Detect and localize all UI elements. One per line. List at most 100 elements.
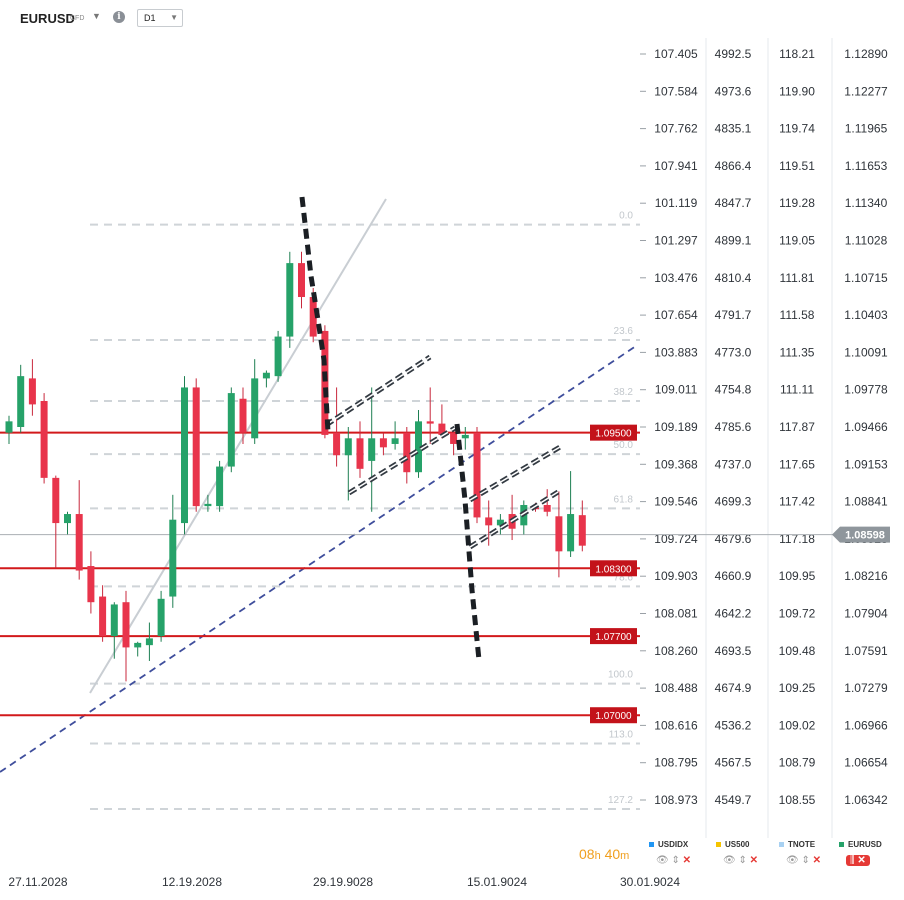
scale-tick-tnote: 119.90 <box>779 84 815 98</box>
candle-body-bull <box>169 519 177 597</box>
sort-icon[interactable]: ⇕ <box>801 855 810 866</box>
horizontal-levels <box>0 431 836 717</box>
legend-usdidx[interactable]: USDIDX 👁 ⇕ ✕ <box>648 838 710 874</box>
scale-tick-usdidx: 107.584 <box>654 84 698 98</box>
scale-tick-tnote: 111.81 <box>780 271 815 285</box>
info-icon[interactable]: i <box>113 11 125 23</box>
scale-tick-tnote: 109.95 <box>779 569 816 583</box>
scale-tick-eurusd: 1.10715 <box>844 271 888 285</box>
x-tick-label: 29.19.9028 <box>313 875 373 889</box>
sort-icon[interactable]: ⇕ <box>738 855 747 866</box>
scale-tick-tnote: 111.35 <box>780 345 815 359</box>
chart-toolbar: EURUSD CFD ▼ i D1 ▼ <box>0 0 640 38</box>
scale-tick-eurusd: 1.11028 <box>845 234 888 248</box>
close-icon[interactable]: ✕ <box>682 855 692 866</box>
x-tick-label: 15.01.9024 <box>467 875 527 889</box>
legend-tnote-controls[interactable]: 👁 ⇕ ✕ <box>786 855 821 866</box>
legend-tnote[interactable]: TNOTE 👁 ⇕ ✕ <box>778 838 840 874</box>
candle-body-bear <box>75 514 83 571</box>
scale-tick-us500: 4847.7 <box>715 196 752 210</box>
legend-eurusd-controls[interactable]: ⫼ ✕ <box>846 855 870 866</box>
impulse-line-2 <box>454 423 482 661</box>
right-price-scale: 107.405 107.584 107.762 107.941 101.119 101.2… <box>640 38 888 838</box>
symbol-dropdown-icon[interactable]: ▼ <box>92 11 101 21</box>
sort-icon[interactable]: ⇕ <box>671 855 680 866</box>
eye-icon[interactable]: 👁 <box>723 855 736 866</box>
candle-body-bear <box>333 432 341 456</box>
countdown-minutes-unit: m <box>620 850 630 862</box>
current-price-label: 1.08598 <box>845 530 885 542</box>
us500-color-swatch <box>716 842 721 847</box>
bar-countdown: 08h 40m <box>579 846 629 862</box>
flag2-upper-line-inner <box>469 446 561 501</box>
candle-body-bear <box>87 566 95 603</box>
candle-body-bear <box>122 602 130 648</box>
fib-level-label: 50.0 <box>614 440 634 451</box>
candle-body-bull <box>17 376 25 427</box>
countdown-hours: 08 <box>579 846 595 862</box>
scale-tick-usdidx: 109.903 <box>654 569 698 583</box>
scale-tick-usdidx: 103.883 <box>654 345 698 359</box>
scale-tick-us500: 4660.9 <box>715 569 752 583</box>
scale-tick-us500: 4773.0 <box>715 345 752 359</box>
candle-body-bull <box>145 638 153 646</box>
scale-tick-us500: 4992.5 <box>715 47 752 61</box>
candle-body-bear <box>438 423 446 435</box>
indicator-legend: USDIDX 👁 ⇕ ✕ US500 👁 ⇕ ✕ TNOTE 👁 ⇕ ✕ EUR… <box>640 838 904 878</box>
candle-body-bull <box>251 378 259 439</box>
tnote-color-swatch <box>779 842 784 847</box>
scale-tick-eurusd: 1.06654 <box>844 756 888 770</box>
legend-us500-controls[interactable]: 👁 ⇕ ✕ <box>723 855 758 866</box>
legend-us500[interactable]: US500 👁 ⇕ ✕ <box>715 838 777 874</box>
close-icon[interactable]: ✕ <box>812 855 822 866</box>
scale-tick-eurusd: 1.08216 <box>844 569 888 583</box>
candle-body-bear <box>578 515 586 546</box>
close-icon[interactable]: ✕ <box>749 855 759 866</box>
symbol-name[interactable]: EURUSD <box>20 11 75 26</box>
dashed-trendline <box>0 345 637 773</box>
timeframe-select[interactable]: D1 ▼ <box>137 9 183 27</box>
level-tag-label: 1.07700 <box>595 632 632 643</box>
candle-body-bear <box>379 438 387 448</box>
scale-tick-us500: 4791.7 <box>715 308 752 322</box>
scale-tick-usdidx: 109.189 <box>654 420 698 434</box>
scale-tick-tnote: 111.58 <box>780 308 815 322</box>
scale-tick-us500: 4785.6 <box>715 420 752 434</box>
candle-body-bull <box>204 503 212 507</box>
candle-body-bull <box>134 642 142 648</box>
scale-tick-usdidx: 101.119 <box>655 196 698 210</box>
close-icon[interactable]: ✕ <box>857 855 866 866</box>
fib-level-label: 78.6 <box>614 572 634 583</box>
scale-tick-eurusd: 1.11340 <box>845 196 888 210</box>
scale-tick-us500: 4810.4 <box>715 271 752 285</box>
scale-tick-usdidx: 103.476 <box>654 271 698 285</box>
level-tag-label: 1.07000 <box>595 711 632 722</box>
scale-tick-us500: 4737.0 <box>715 457 752 471</box>
level-tag-label: 1.08300 <box>595 564 632 575</box>
scale-tick-usdidx: 108.616 <box>654 718 698 732</box>
level-tag <box>590 560 637 577</box>
legend-usdidx-label: USDIDX <box>658 840 689 849</box>
legend-eurusd[interactable]: EURUSD ⫼ ✕ <box>838 838 900 874</box>
scale-tick-eurusd: 1.12277 <box>844 84 888 98</box>
legend-usdidx-controls[interactable]: 👁 ⇕ ✕ <box>656 855 691 866</box>
candle-body-bull <box>5 421 13 433</box>
eye-icon[interactable]: 👁 <box>786 855 799 866</box>
candles-icon[interactable]: ⫼ <box>850 855 855 866</box>
level-tag-label: 1.09500 <box>595 429 632 440</box>
scale-tick-us500: 4835.1 <box>715 122 752 136</box>
candle-body-bear <box>356 438 364 469</box>
candle-body-bull <box>227 393 235 467</box>
fib-anchor-line <box>89 198 387 694</box>
scale-tick-usdidx: 107.941 <box>654 159 698 173</box>
scale-tick-usdidx: 109.368 <box>654 457 698 471</box>
trend-lines <box>0 198 637 773</box>
candle-body-bull <box>415 421 422 473</box>
chevron-down-icon: ▼ <box>170 13 178 22</box>
scale-tick-usdidx: 109.724 <box>654 532 698 546</box>
candle-body-bear <box>28 378 36 405</box>
usdidx-color-swatch <box>649 842 654 847</box>
legend-tnote-label: TNOTE <box>788 840 816 849</box>
eye-icon[interactable]: 👁 <box>656 855 669 866</box>
